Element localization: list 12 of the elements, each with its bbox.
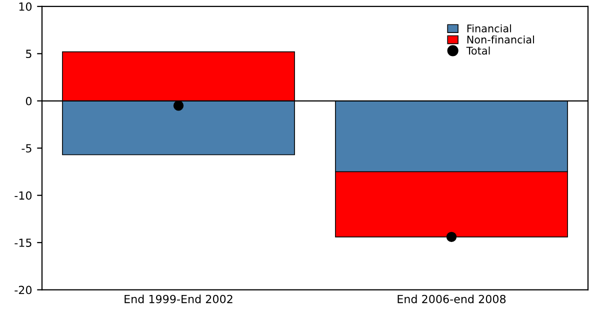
y-tick-label: -10 [14, 191, 32, 200]
y-tick-label: -20 [14, 286, 32, 294]
legend-label: Non-financial [467, 35, 534, 44]
x-tick-label: End 2006-end 2008 [398, 294, 506, 304]
legend-label: Total [466, 46, 490, 55]
x-tick-label: End 1999-End 2002 [124, 294, 232, 304]
legend-label: Financial [467, 24, 512, 32]
y-tick-label: 0 [26, 96, 32, 106]
y-tick-label: -15 [14, 238, 32, 247]
y-tick-label: 10 [19, 2, 32, 11]
y-tick-label: 5 [26, 50, 32, 58]
y-tick-label: -5 [22, 144, 32, 152]
